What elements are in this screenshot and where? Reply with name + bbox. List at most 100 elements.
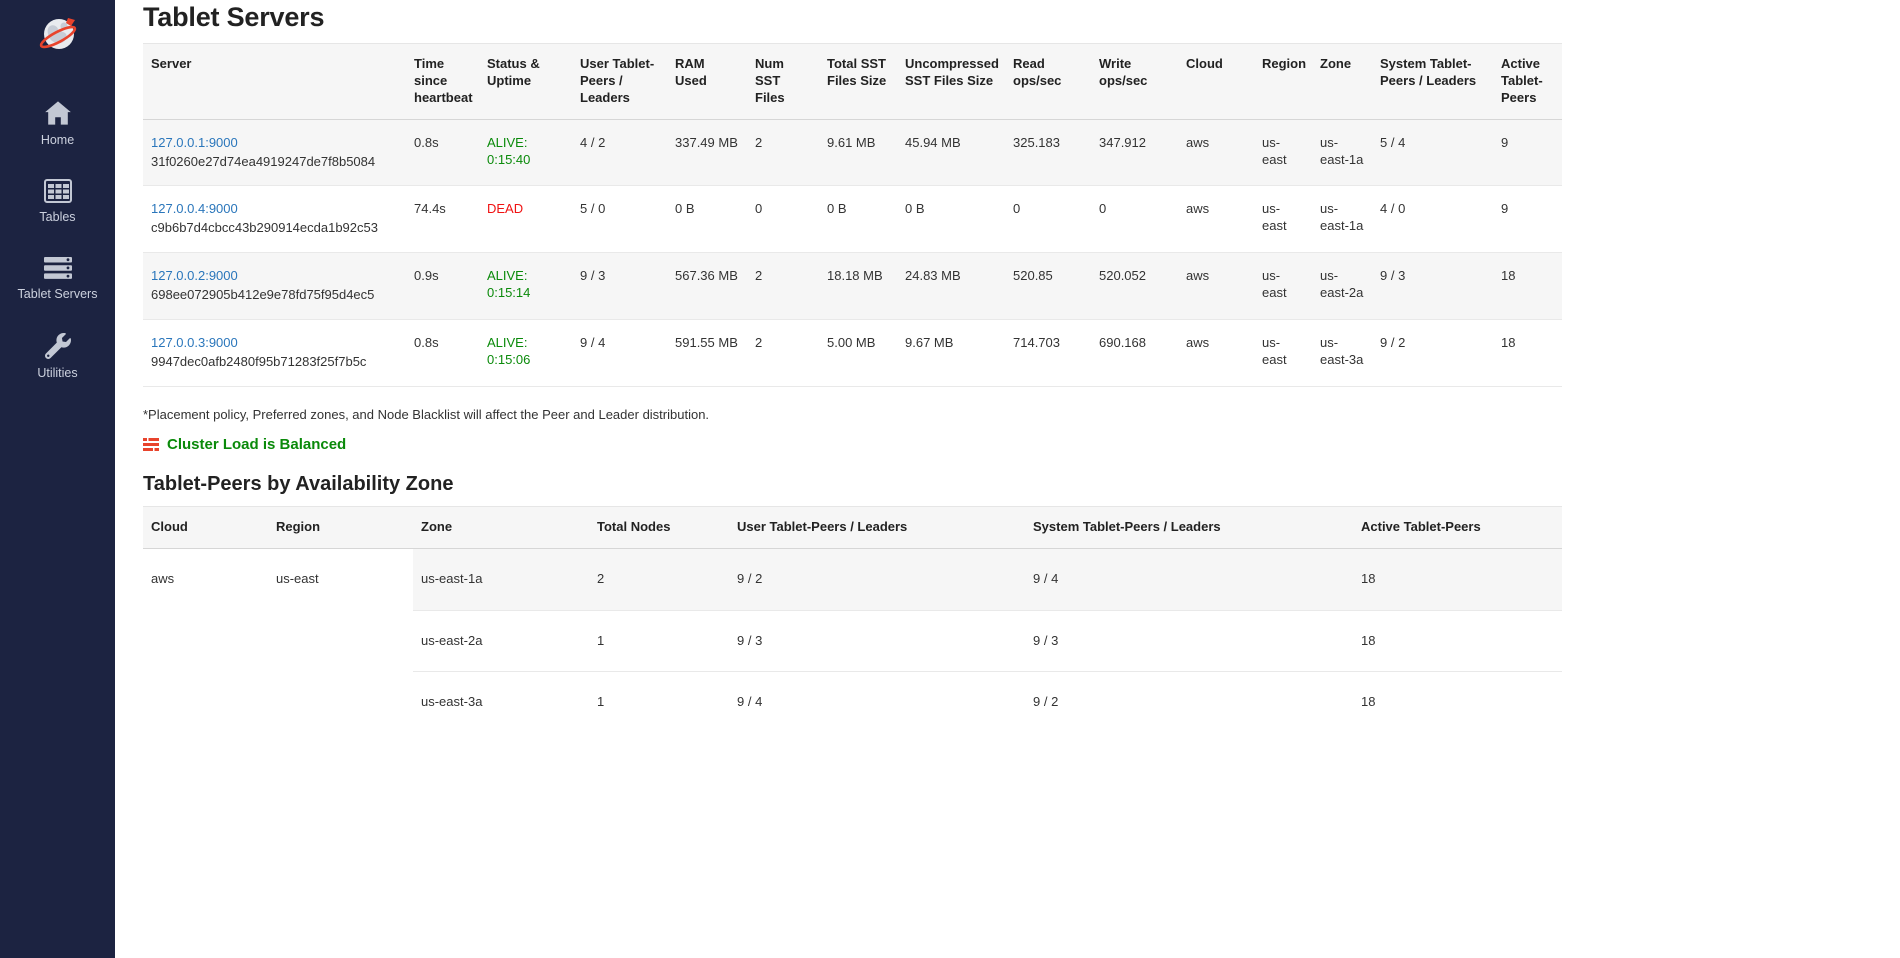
cluster-load-text: Cluster Load is Balanced: [167, 435, 347, 453]
zone-row: us-east-2a 1 9 / 3 9 / 3 18: [143, 609, 1562, 672]
cell-sst-size: 0 B: [819, 185, 897, 253]
cell-write-ops: 520.052: [1091, 252, 1178, 320]
cell-status: ALIVE: 0:15:14: [479, 252, 572, 320]
sidebar-item-home[interactable]: Home: [3, 100, 113, 148]
cell-user-peers: 9 / 2: [729, 547, 1025, 611]
tserver-row: 127.0.0.3:9000 9947dec0afb2480f95b71283f…: [143, 319, 1562, 387]
server-address-link[interactable]: 127.0.0.1:9000: [151, 134, 238, 150]
column-header: System Tablet-Peers / Leaders: [1025, 505, 1353, 549]
server-uuid: 31f0260e27d74ea4919247de7f8b5084: [151, 153, 376, 169]
cell-region: us-east: [1254, 252, 1312, 320]
cell-status: ALIVE: 0:15:40: [479, 118, 572, 186]
cell-num-sst: 2: [747, 118, 819, 186]
tablet-servers-icon: [43, 256, 73, 280]
cell-active-peers: 18: [1353, 671, 1562, 734]
server-address-link[interactable]: 127.0.0.2:9000: [151, 268, 238, 284]
server-address-link[interactable]: 127.0.0.4:9000: [151, 201, 238, 217]
tserver-row: 127.0.0.2:9000 698ee072905b412e9e78fd75f…: [143, 252, 1562, 320]
cell-zone: us-east-2a: [413, 609, 589, 672]
zones-table-header-row: Cloud Region Zone Total Nodes User Tablet-Pe…: [143, 505, 1562, 549]
cell-zone: us-east-1a: [1312, 185, 1372, 253]
column-header: Total SST Files Size: [819, 43, 897, 120]
cell-read-ops: 0: [1005, 185, 1091, 253]
cell-uncompressed-sst: 0 B: [897, 185, 1005, 253]
column-header: Num SST Files: [747, 43, 819, 120]
cell-region: [268, 671, 413, 734]
cell-num-sst: 0: [747, 185, 819, 253]
cell-zone: us-east-3a: [413, 671, 589, 734]
cell-region: [268, 610, 413, 672]
cell-region: us-east: [268, 548, 413, 611]
uptime-value: 0:15:06: [487, 351, 531, 367]
column-header: Region: [268, 505, 413, 549]
cell-cloud: aws: [1178, 252, 1254, 320]
cell-server: 127.0.0.2:9000 698ee072905b412e9e78fd75f…: [143, 252, 406, 320]
server-address-link[interactable]: 127.0.0.3:9000: [151, 335, 238, 351]
cell-read-ops: 325.183: [1005, 118, 1091, 186]
cell-ram-used: 591.55 MB: [667, 319, 747, 387]
cell-read-ops: 714.703: [1005, 319, 1091, 387]
cell-system-peers: 9 / 3: [1025, 609, 1353, 672]
cell-active-peers: 9: [1493, 185, 1562, 253]
cell-uncompressed-sst: 45.94 MB: [897, 118, 1005, 186]
servers-table-header-row: Server Time since heartbeat Status & Uptim…: [143, 43, 1562, 120]
sidebar-item-tablet-servers[interactable]: Tablet Servers: [3, 256, 113, 302]
sidebar-item-label: Utilities: [37, 366, 78, 380]
cell-zone: us-east-2a: [1312, 252, 1372, 320]
status-label: ALIVE:: [487, 335, 528, 351]
cell-heartbeat: 0.9s: [406, 252, 479, 320]
cell-num-sst: 2: [747, 252, 819, 320]
cell-heartbeat: 74.4s: [406, 185, 479, 253]
cell-ram-used: 567.36 MB: [667, 252, 747, 320]
cell-region: us-east: [1254, 319, 1312, 387]
column-header: Cloud: [143, 505, 268, 549]
tablet-servers-table: Server Time since heartbeat Status & Uptim…: [143, 43, 1562, 387]
cell-write-ops: 690.168: [1091, 319, 1178, 387]
cell-user-peers: 9 / 3: [572, 252, 667, 320]
cluster-load-status: Cluster Load is Balanced: [143, 436, 1900, 453]
cell-cloud: aws: [143, 548, 268, 611]
zone-row: us-east-3a 1 9 / 4 9 / 2 18: [143, 671, 1562, 734]
cell-zone: us-east-1a: [413, 547, 589, 611]
cell-total-nodes: 2: [589, 547, 729, 611]
zones-section-title: Tablet-Peers by Availability Zone: [143, 472, 454, 495]
column-header: Time since heartbeat: [406, 43, 479, 120]
status-label: DEAD: [487, 201, 524, 217]
column-header: Read ops/sec: [1005, 43, 1091, 120]
cell-ram-used: 0 B: [667, 185, 747, 253]
sidebar-item-label: Tablet Servers: [17, 287, 98, 301]
status-label: ALIVE:: [487, 268, 528, 284]
cell-total-nodes: 1: [589, 671, 729, 734]
server-uuid: 698ee072905b412e9e78fd75f95d4ec5: [151, 287, 375, 303]
cell-zone: us-east-3a: [1312, 319, 1372, 387]
cell-cloud: [143, 671, 268, 734]
column-header: User Tablet-Peers / Leaders: [572, 43, 667, 120]
sidebar-item-utilities[interactable]: Utilities: [3, 333, 113, 381]
cell-user-peers: 5 / 0: [572, 185, 667, 253]
cell-cloud: aws: [1178, 319, 1254, 387]
yugabyte-logo-icon[interactable]: [35, 12, 81, 58]
column-header: Uncompressed SST Files Size: [897, 43, 1005, 120]
column-header: Total Nodes: [589, 505, 729, 549]
page-title: Tablet Servers: [143, 2, 325, 32]
cell-active-peers: 18: [1353, 547, 1562, 611]
cell-active-peers: 18: [1493, 252, 1562, 320]
cell-heartbeat: 0.8s: [406, 118, 479, 186]
tserver-row: 127.0.0.4:9000 c9b6b7d4cbcc43b290914ecda…: [143, 185, 1562, 253]
cell-system-peers: 9 / 2: [1372, 319, 1493, 387]
cell-system-peers: 9 / 3: [1372, 252, 1493, 320]
cell-cloud: aws: [1178, 185, 1254, 253]
status-label: ALIVE:: [487, 134, 528, 150]
sidebar: Home Tables: [0, 0, 115, 958]
cell-write-ops: 347.912: [1091, 118, 1178, 186]
cell-zone: us-east-1a: [1312, 118, 1372, 186]
column-header: Region: [1254, 43, 1312, 120]
servers-table-body: 127.0.0.1:9000 31f0260e27d74ea4919247de7…: [143, 118, 1562, 387]
main-content: Tablet Servers Server Time since heartbea…: [115, 0, 1900, 958]
sidebar-item-tables[interactable]: Tables: [3, 179, 113, 225]
cell-active-peers: 18: [1353, 609, 1562, 672]
cell-server: 127.0.0.4:9000 c9b6b7d4cbcc43b290914ecda…: [143, 185, 406, 253]
server-uuid: 9947dec0afb2480f95b71283f25f7b5c: [151, 353, 367, 369]
server-uuid: c9b6b7d4cbcc43b290914ecda1b92c53: [151, 220, 378, 236]
cell-active-peers: 9: [1493, 118, 1562, 186]
